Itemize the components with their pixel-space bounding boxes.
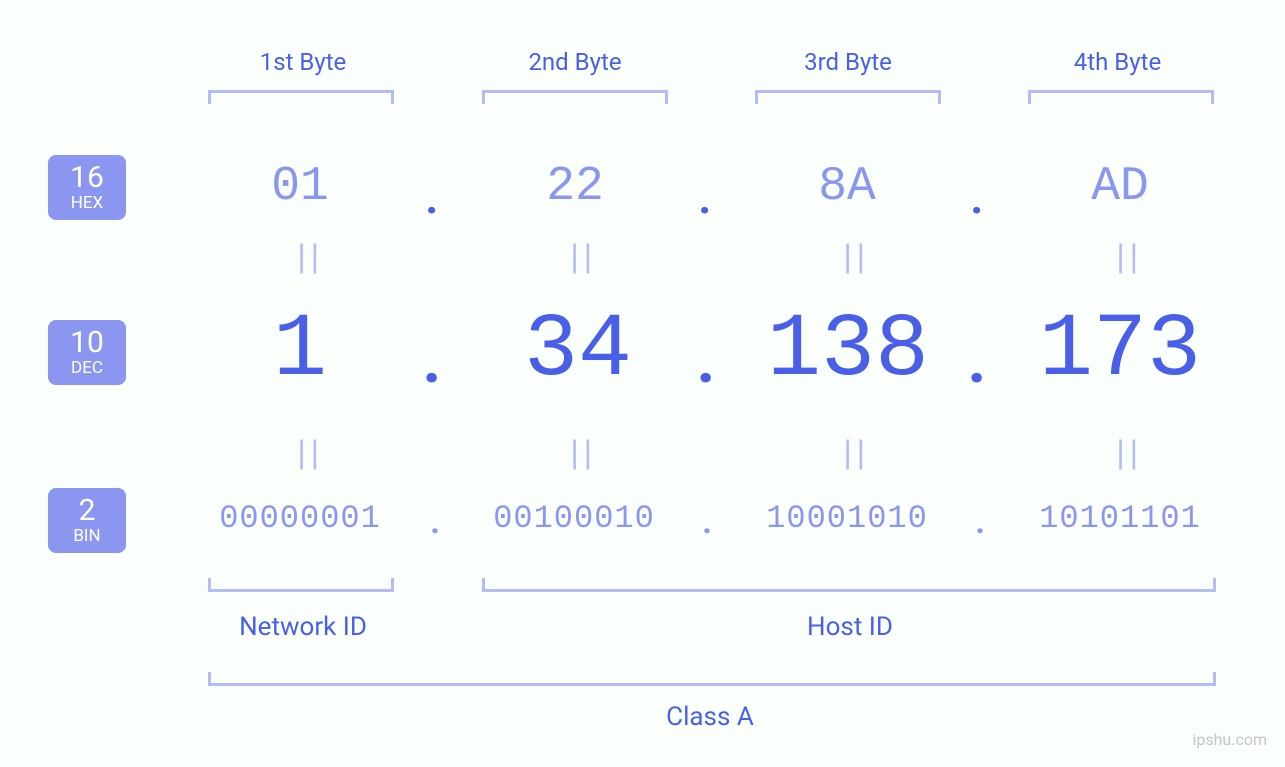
equals-1-1: || bbox=[292, 240, 318, 277]
dec-dot-1: . bbox=[422, 318, 442, 400]
dec-dot-2: . bbox=[696, 318, 716, 400]
hex-byte-2: 22 bbox=[525, 160, 625, 214]
dec-byte-4: 173 bbox=[1005, 300, 1235, 402]
bin-byte-3: 10001010 bbox=[747, 500, 947, 537]
network-id-bracket bbox=[208, 578, 394, 592]
top-bracket-3 bbox=[755, 90, 941, 104]
byte-label-1: 1st Byte bbox=[248, 48, 358, 76]
base-name-dec: DEC bbox=[60, 360, 114, 377]
byte-label-3: 3rd Byte bbox=[793, 48, 903, 76]
hex-dot-2: . bbox=[698, 168, 712, 225]
equals-2-4: || bbox=[1111, 436, 1137, 473]
top-bracket-2 bbox=[482, 90, 668, 104]
base-name-hex: HEX bbox=[60, 195, 114, 212]
hex-byte-4: AD bbox=[1070, 160, 1170, 214]
byte-label-2: 2nd Byte bbox=[520, 48, 630, 76]
host-id-label: Host ID bbox=[760, 612, 940, 642]
base-num-bin: 2 bbox=[60, 496, 114, 526]
dec-byte-1: 1 bbox=[200, 300, 400, 402]
class-label: Class A bbox=[620, 702, 800, 732]
hex-dot-1: . bbox=[425, 168, 439, 225]
base-badge-dec: 10 DEC bbox=[48, 320, 126, 385]
top-bracket-1 bbox=[208, 90, 394, 104]
equals-2-1: || bbox=[292, 436, 318, 473]
base-badge-hex: 16 HEX bbox=[48, 155, 126, 220]
bin-dot-1: . bbox=[430, 500, 440, 542]
bin-byte-1: 00000001 bbox=[200, 500, 400, 537]
class-bracket bbox=[208, 672, 1216, 686]
dec-dot-3: . bbox=[967, 318, 987, 400]
top-bracket-4 bbox=[1028, 90, 1214, 104]
base-num-hex: 16 bbox=[60, 163, 114, 193]
equals-2-2: || bbox=[565, 436, 591, 473]
hex-byte-1: 01 bbox=[250, 160, 350, 214]
equals-1-4: || bbox=[1111, 240, 1137, 277]
host-id-bracket bbox=[482, 578, 1216, 592]
bin-byte-2: 00100010 bbox=[474, 500, 674, 537]
watermark: ipshu.com bbox=[1192, 730, 1267, 749]
byte-label-4: 4th Byte bbox=[1060, 48, 1175, 76]
equals-1-3: || bbox=[838, 240, 864, 277]
bin-byte-4: 10101101 bbox=[1020, 500, 1220, 537]
hex-dot-3: . bbox=[970, 168, 984, 225]
ip-diagram: 1st Byte 2nd Byte 3rd Byte 4th Byte 16 H… bbox=[0, 0, 1285, 767]
bin-dot-2: . bbox=[702, 500, 712, 542]
dec-byte-2: 34 bbox=[463, 300, 693, 402]
hex-byte-3: 8A bbox=[797, 160, 897, 214]
base-num-dec: 10 bbox=[60, 328, 114, 358]
dec-byte-3: 138 bbox=[733, 300, 963, 402]
equals-1-2: || bbox=[565, 240, 591, 277]
network-id-label: Network ID bbox=[218, 612, 388, 642]
equals-2-3: || bbox=[838, 436, 864, 473]
bin-dot-3: . bbox=[975, 500, 985, 542]
base-name-bin: BIN bbox=[60, 528, 114, 545]
base-badge-bin: 2 BIN bbox=[48, 488, 126, 553]
